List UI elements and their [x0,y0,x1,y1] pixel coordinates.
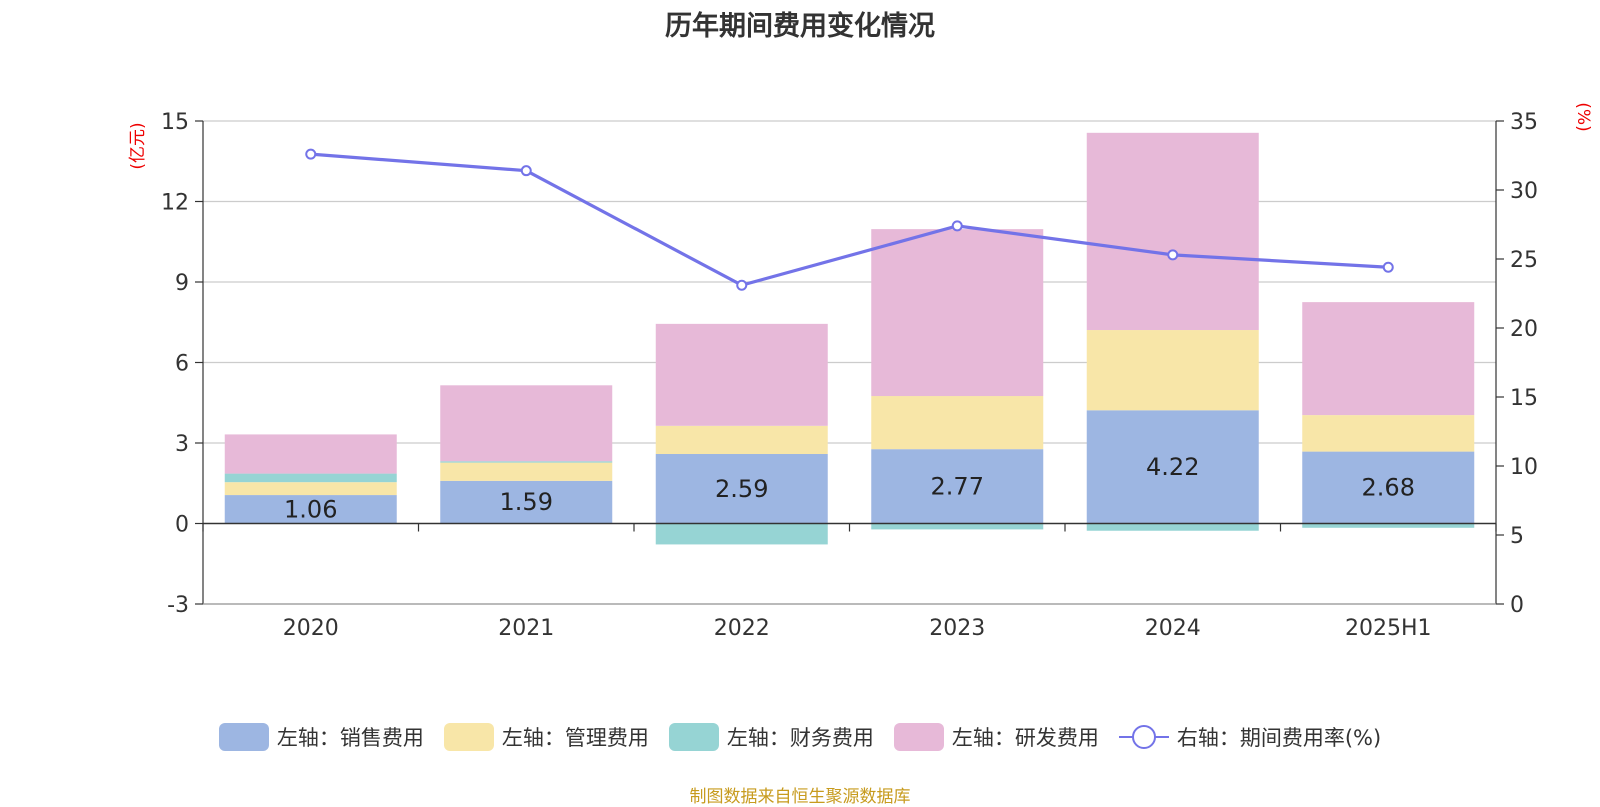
legend-label: 右轴：期间费用率(%) [1176,726,1382,750]
bar-segment [871,449,1044,524]
left-axis-unit-label: (亿元) [128,122,148,169]
left-axis-tick-label: 9 [175,271,189,296]
bar-segment [1302,451,1475,524]
chart-legend: 左轴：销售费用 左轴：管理费用 左轴：财务费用 左轴：研发费用 右轴：期间费用率(%) [0,722,1600,752]
bar-segment [440,461,613,463]
bar-segment [655,454,828,524]
legend-label: 左轴：财务费用 [726,726,874,750]
bar-segment [871,523,1044,530]
rate-line [310,152,1389,287]
rate-point [736,279,748,291]
legend-swatch [1118,723,1169,751]
left-axis-tick-label: 3 [175,432,189,457]
rate-point [1167,249,1179,261]
right-axis-tick-label: 30 [1510,179,1538,204]
right-axis-unit-label: (%) [1573,102,1593,131]
bar-segment [1302,523,1475,528]
rate-point [951,220,963,232]
bar-segment [440,385,613,462]
legend-label: 左轴：研发费用 [951,726,1099,750]
bar-segment [871,229,1044,397]
legend-label: 左轴：销售费用 [276,726,424,750]
bar-segment [1302,302,1475,416]
bar-data-label: 4.22 [1146,453,1199,481]
bar-segment [440,462,613,481]
category-label: 2025H1 [1345,616,1432,641]
left-axis-tick-label: -3 [167,593,189,618]
bar-data-label: 2.59 [715,475,768,503]
legend-item[interactable]: 左轴：管理费用 [443,722,649,752]
bar-segment [1086,330,1259,411]
bar-segment [1086,132,1259,331]
category-label: 2024 [1145,616,1201,641]
right-axis-tick-label: 25 [1510,248,1538,273]
rate-point [1382,261,1394,273]
bar-segment [224,495,397,524]
rate-point [305,148,317,160]
legend-swatch [443,723,494,751]
right-axis-tick-label: 35 [1510,110,1538,135]
legend-item[interactable]: 左轴：研发费用 [893,722,1099,752]
right-axis-tick-label: 0 [1510,593,1524,618]
category-label: 2022 [714,616,770,641]
legend-swatch [218,723,269,751]
bar-segment [440,480,613,524]
bar-segment [224,482,397,496]
chart-title: 历年期间费用变化情况 [665,11,935,42]
right-axis-tick-label: 20 [1510,317,1538,342]
left-axis-tick-label: 0 [175,513,189,538]
right-axis-tick-label: 10 [1510,455,1538,480]
bar-segment [224,434,397,474]
bar-segment [655,523,828,545]
bar-data-label: 2.77 [931,472,984,500]
right-axis-tick-label: 5 [1510,524,1524,549]
legend-item[interactable]: 右轴：期间费用率(%) [1118,722,1382,752]
left-axis-tick-label: 12 [161,191,189,216]
legend-item[interactable]: 左轴：财务费用 [668,722,874,752]
category-label: 2023 [929,616,985,641]
legend-swatch [893,723,944,751]
left-axis-tick-label: 6 [175,352,189,377]
category-label: 2020 [283,616,339,641]
bar-segment [871,396,1044,450]
bar-segment [1302,415,1475,452]
bar-data-label: 1.06 [284,495,337,523]
legend-swatch [668,723,719,751]
legend-item[interactable]: 左轴：销售费用 [218,722,424,752]
bar-segment [1086,523,1259,531]
bar-segment [224,473,397,483]
right-axis-tick-label: 15 [1510,386,1538,411]
legend-label: 左轴：管理费用 [501,726,649,750]
bar-segment [655,323,828,426]
rate-point [520,165,532,177]
bar-data-label: 1.59 [500,488,553,516]
source-note: 制图数据来自恒生聚源数据库 [689,787,911,807]
bar-data-label: 2.68 [1362,474,1415,502]
bar-segment [655,425,828,455]
left-axis-tick-label: 15 [161,110,189,135]
category-label: 2021 [498,616,554,641]
bar-segment [1086,410,1259,524]
